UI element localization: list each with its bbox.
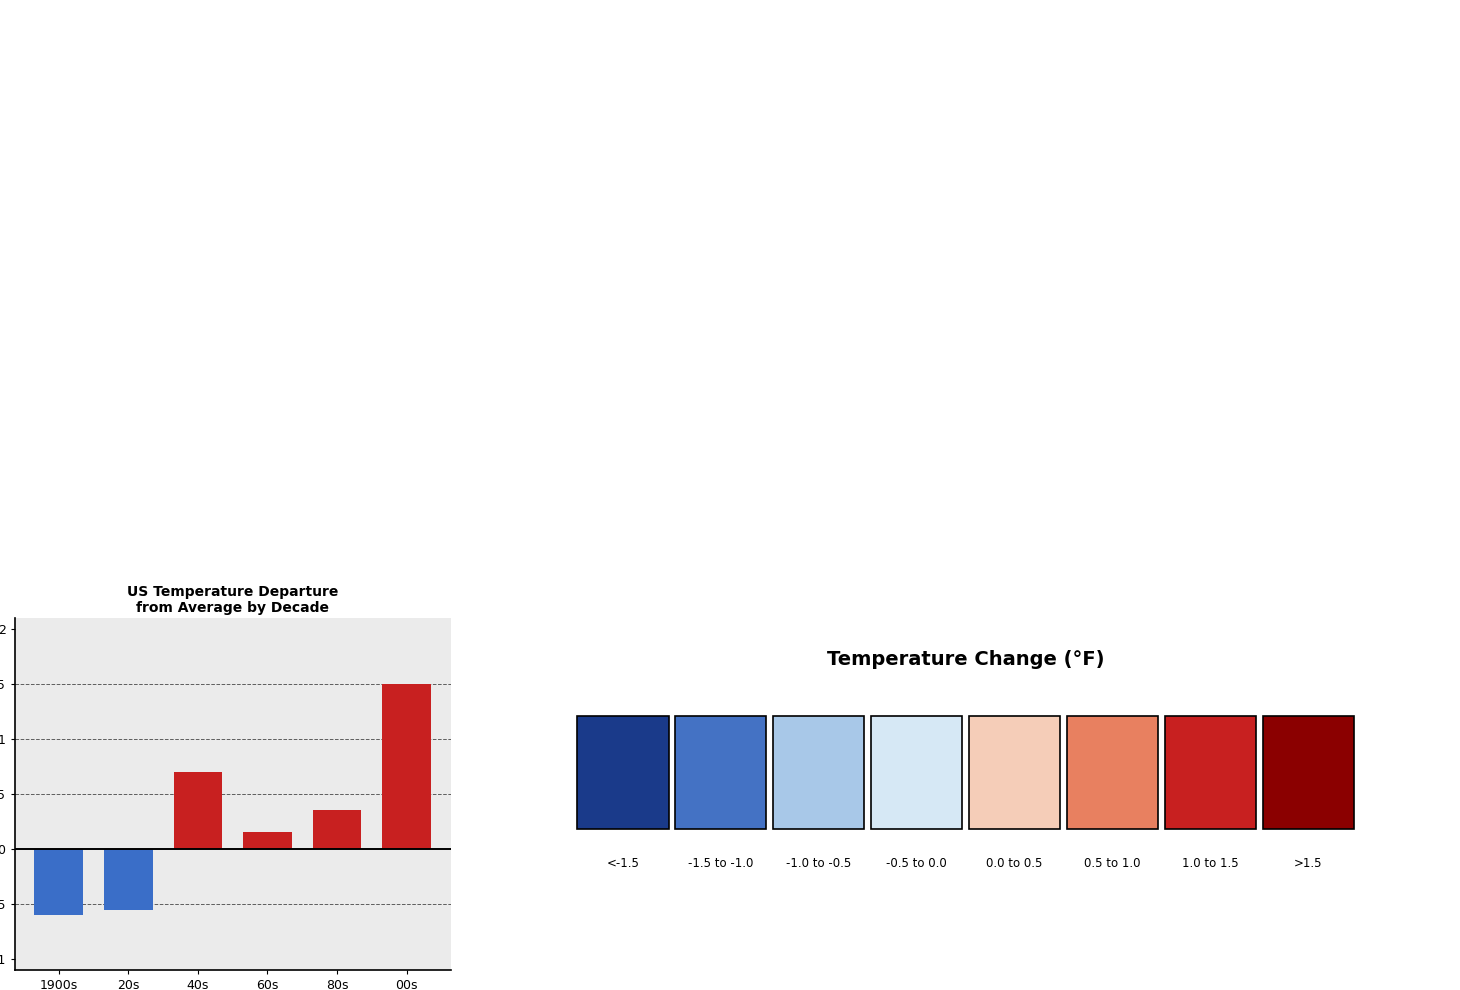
Bar xyxy=(383,684,431,849)
FancyBboxPatch shape xyxy=(676,717,766,830)
Text: -1.5 to -1.0: -1.5 to -1.0 xyxy=(688,857,753,870)
FancyBboxPatch shape xyxy=(774,717,864,830)
Text: 0.0 to 0.5: 0.0 to 0.5 xyxy=(987,857,1042,870)
Text: Temperature Change (°F): Temperature Change (°F) xyxy=(826,650,1104,669)
Text: US Temperature Map
(cartopy required): US Temperature Map (cartopy required) xyxy=(613,302,847,346)
Text: <-1.5: <-1.5 xyxy=(606,857,639,870)
FancyBboxPatch shape xyxy=(872,717,962,830)
Text: -1.0 to -0.5: -1.0 to -0.5 xyxy=(785,857,851,870)
Bar xyxy=(174,772,222,849)
Bar xyxy=(244,833,292,849)
Text: >1.5: >1.5 xyxy=(1294,857,1323,870)
FancyBboxPatch shape xyxy=(969,717,1060,830)
Text: 1.0 to 1.5: 1.0 to 1.5 xyxy=(1183,857,1238,870)
Bar xyxy=(312,811,362,849)
FancyBboxPatch shape xyxy=(1263,717,1353,830)
FancyBboxPatch shape xyxy=(577,717,669,830)
Bar xyxy=(104,849,153,910)
Title: US Temperature Departure
from Average by Decade: US Temperature Departure from Average by… xyxy=(127,585,339,615)
FancyBboxPatch shape xyxy=(1067,717,1158,830)
FancyBboxPatch shape xyxy=(1165,717,1256,830)
Bar xyxy=(35,849,83,915)
Text: -0.5 to 0.0: -0.5 to 0.0 xyxy=(886,857,948,870)
Text: 0.5 to 1.0: 0.5 to 1.0 xyxy=(1085,857,1140,870)
